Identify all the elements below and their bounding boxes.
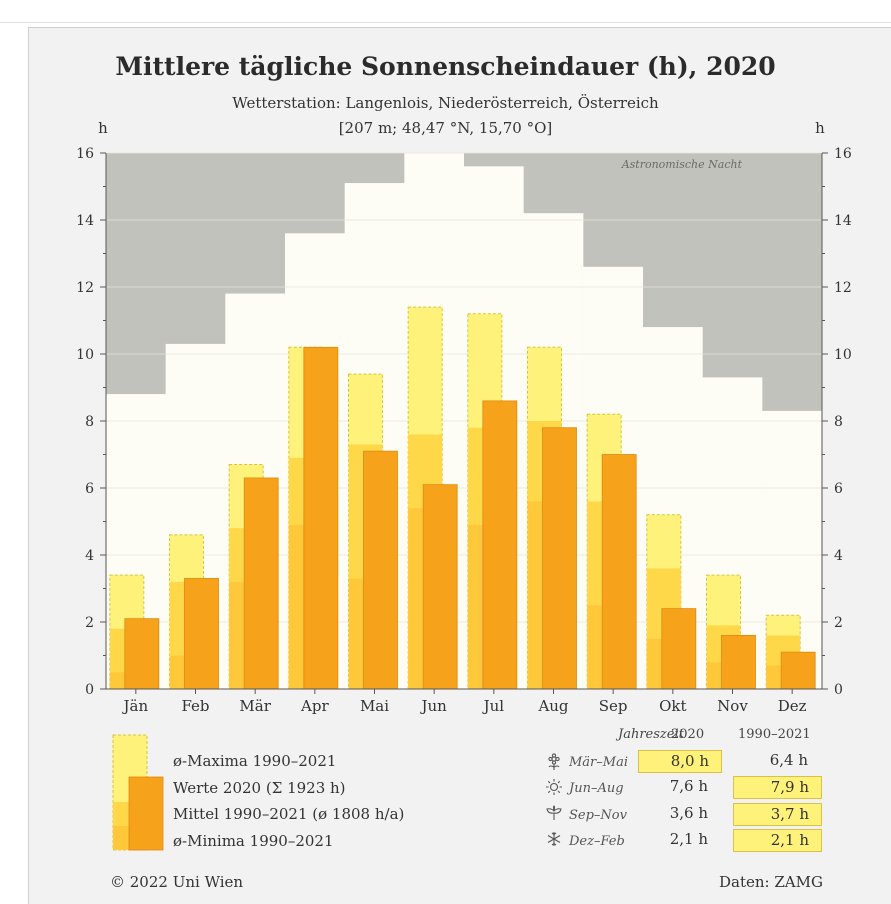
y-tick-label-left-10: 10: [76, 347, 94, 363]
chart-subtitle-coordinates: [207 m; 48,47 °N, 15,70 °O]: [338, 119, 553, 137]
y-tick-label-right-10: 10: [834, 347, 852, 363]
season-value-spring-2020: 8,0 h: [638, 750, 722, 773]
legend-label-maxima: ø-Maxima 1990–2021: [173, 752, 337, 770]
bar-2020-0: [124, 618, 160, 690]
night-band-6: [464, 153, 525, 167]
x-tick-label-5: Jun: [419, 697, 447, 715]
x-tick-label-8: Sep: [599, 697, 628, 715]
season-label-summer: Jun–Aug: [569, 781, 624, 796]
night-band-3: [285, 153, 346, 234]
night-band-10: [702, 153, 763, 378]
season-value-summer-norm: 7,9 h: [733, 776, 822, 799]
season-label-winter: Dez–Feb: [569, 834, 625, 849]
y-tick-label-right-2: 2: [834, 615, 843, 631]
bar-2020-4: [363, 450, 398, 690]
chart-subtitle-station: Wetterstation: Langenlois, Niederösterre…: [232, 94, 659, 112]
season-value-winter-norm-text: 2,1 h: [770, 831, 809, 849]
y-tick-label-left-6: 6: [85, 481, 94, 497]
x-tick-label-11: Dez: [778, 697, 807, 715]
season-value-autumn-2020: 3,6 h: [638, 803, 720, 824]
season-value-spring-norm: 6,4 h: [733, 750, 820, 771]
bar-2020-9: [661, 608, 697, 690]
season-value-winter-2020-text: 2,1 h: [669, 830, 708, 848]
y-tick-label-right-0: 0: [834, 682, 843, 698]
season-label-spring: Mär–Mai: [569, 755, 628, 770]
footer-copyright: © 2022 Uni Wien: [110, 873, 244, 891]
y-tick-label-left-0: 0: [85, 682, 94, 698]
night-band-11: [762, 153, 823, 411]
x-tick-label-3: Apr: [300, 697, 329, 715]
season-value-winter-2020: 2,1 h: [638, 829, 720, 850]
bar-2020-1: [184, 578, 219, 690]
season-value-summer-2020-text: 7,6 h: [669, 777, 708, 795]
y-tick-label-left-14: 14: [76, 213, 94, 229]
bar-2020-7: [542, 427, 577, 690]
season-value-spring-norm-text: 6,4 h: [769, 751, 808, 769]
night-band-0: [106, 153, 167, 395]
night-band-2: [225, 153, 286, 294]
y-axis-unit-left: h: [98, 119, 108, 137]
season-value-autumn-2020-text: 3,6 h: [669, 804, 708, 822]
season-header-2020: 2020: [671, 727, 705, 742]
x-tick-label-9: Okt: [659, 697, 686, 715]
night-band-8: [583, 153, 644, 267]
y-tick-label-right-6: 6: [834, 481, 843, 497]
season-header-label: Jahreszeit: [618, 727, 684, 742]
bar-2020-11: [780, 651, 816, 690]
legend-label-mean: Mittel 1990–2021 (ø 1808 h/a): [173, 805, 405, 823]
y-tick-label-right-12: 12: [834, 280, 852, 296]
y-tick-label-left-4: 4: [85, 548, 94, 564]
season-value-autumn-norm: 3,7 h: [733, 803, 822, 826]
y-tick-label-left-12: 12: [76, 280, 94, 296]
y-tick-label-right-14: 14: [834, 213, 852, 229]
legend-label-minima: ø-Minima 1990–2021: [173, 832, 334, 850]
footer-data-source: Daten: ZAMG: [719, 873, 823, 891]
legend-label-values2020: Werte 2020 (Σ 1923 h): [173, 779, 346, 797]
astronomical-night-label: Astronomische Nacht: [621, 158, 743, 171]
top-divider: [0, 22, 891, 23]
legend-swatch-values2020: [128, 776, 164, 851]
y-tick-label-right-4: 4: [834, 548, 843, 564]
x-tick-label-4: Mai: [360, 697, 389, 715]
season-value-summer-2020: 7,6 h: [638, 776, 720, 797]
bar-2020-10: [721, 635, 756, 690]
bar-2020-2: [243, 477, 279, 690]
y-tick-label-left-2: 2: [85, 615, 94, 631]
sun-icon: [545, 778, 563, 800]
season-value-summer-norm-text: 7,9 h: [770, 778, 809, 796]
night-band-4: [344, 153, 405, 184]
bar-2020-8: [601, 454, 637, 690]
y-tick-label-right-16: 16: [834, 146, 852, 162]
leaf-icon: [545, 805, 563, 825]
season-value-winter-norm: 2,1 h: [733, 829, 822, 852]
y-tick-label-left-8: 8: [85, 414, 94, 430]
season-header-1990-2021: 1990–2021: [738, 727, 811, 742]
x-tick-label-6: Jul: [482, 697, 505, 715]
flower-icon: [546, 753, 562, 775]
x-tick-label-0: Jän: [122, 697, 149, 715]
night-band-9: [643, 153, 704, 328]
x-tick-label-1: Feb: [181, 697, 209, 715]
bar-2020-6: [482, 400, 518, 690]
x-tick-label-7: Aug: [537, 697, 568, 715]
chart-title: Mittlere tägliche Sonnenscheindauer (h),…: [115, 52, 776, 81]
season-value-spring-2020-text: 8,0 h: [670, 752, 709, 770]
bar-2020-5: [422, 484, 458, 690]
night-band-7: [523, 153, 584, 214]
season-label-autumn: Sep–Nov: [569, 808, 627, 823]
night-band-1: [165, 153, 226, 344]
season-value-autumn-norm-text: 3,7 h: [770, 805, 809, 823]
y-axis-unit-right: h: [815, 119, 825, 137]
x-tick-label-10: Nov: [717, 697, 748, 715]
snowflake-icon: [546, 831, 562, 851]
y-tick-label-right-8: 8: [834, 414, 843, 430]
x-tick-label-2: Mär: [239, 697, 271, 715]
y-tick-label-left-16: 16: [76, 146, 94, 162]
bar-2020-3: [303, 346, 339, 690]
